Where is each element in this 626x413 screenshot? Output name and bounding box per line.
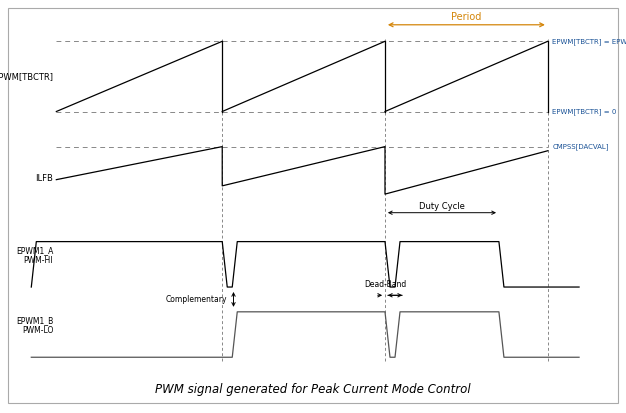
Text: Complementary: Complementary xyxy=(166,295,227,304)
Text: EPWM1_A
PWM-HI: EPWM1_A PWM-HI xyxy=(16,246,53,265)
Text: Period: Period xyxy=(451,12,481,22)
Text: EPWM[TBCTR] = EPWM[TBPRD]: EPWM[TBCTR] = EPWM[TBPRD] xyxy=(552,38,626,45)
Text: EPWM1_B
PWM-LO: EPWM1_B PWM-LO xyxy=(16,316,53,335)
Text: PWM signal generated for Peak Current Mode Control: PWM signal generated for Peak Current Mo… xyxy=(155,384,471,396)
Text: EPWM[TBCTR]: EPWM[TBCTR] xyxy=(0,72,53,81)
Text: ILFB: ILFB xyxy=(35,174,53,183)
Text: Dead-Band: Dead-Band xyxy=(364,280,406,289)
Text: Duty Cycle: Duty Cycle xyxy=(419,202,465,211)
Text: EPWM[TBCTR] = 0: EPWM[TBCTR] = 0 xyxy=(552,108,617,115)
Text: CMPSS[DACVAL]: CMPSS[DACVAL] xyxy=(552,143,608,150)
